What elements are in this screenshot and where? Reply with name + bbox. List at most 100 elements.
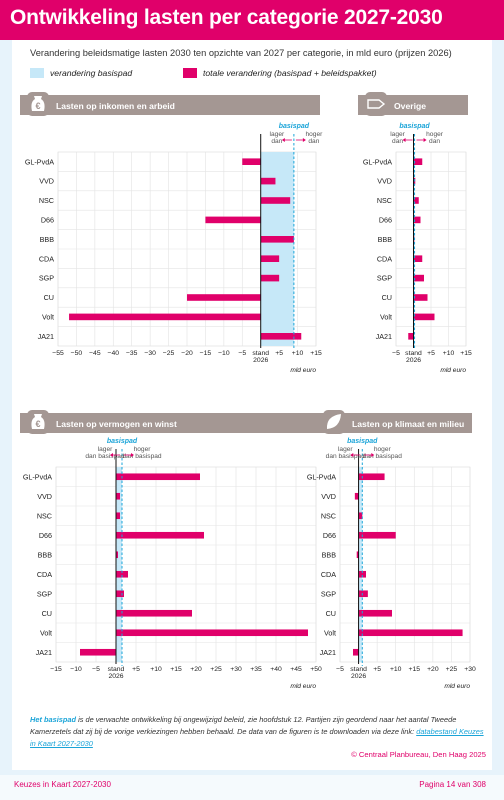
higher-arrowhead [131,453,134,457]
tick-label: −15 [50,666,62,673]
bar [80,648,116,656]
lower-arrowhead [350,453,354,457]
category-label: D66 [41,216,54,225]
bar [358,531,396,539]
higher-label: dan basispad [122,453,162,460]
tick-label: +30 [230,666,242,673]
tick-label: 2026 [351,673,366,680]
bar [205,216,261,224]
category-label: SGP [39,274,54,283]
euro-bag-icon [31,414,45,429]
bar [413,197,419,204]
category-label: SGP [377,274,392,283]
category-label: NSC [321,511,336,520]
bar [260,255,280,262]
category-label: JA21 [36,648,52,657]
bar [413,294,428,301]
bar [413,313,435,321]
lower-arrowhead [281,138,285,142]
basispad-band [116,467,122,662]
tick-label: +5 [132,666,140,673]
tick-label: −20 [181,350,193,357]
category-label: BBB [322,550,337,559]
category-label: NSC [39,196,54,205]
bar [408,333,414,340]
tick-label: −5 [392,350,400,357]
higher-label: hoger [134,446,152,453]
category-label: JA21 [376,332,392,341]
panel-header [20,413,318,433]
legend-label-totaal: totale verandering (basispad + beleidspa… [203,68,377,78]
tick-label: +20 [190,666,202,673]
tick-label: −5 [336,666,344,673]
bar [116,590,124,598]
chart-subtitle: Verandering beleidsmatige lasten 2030 te… [30,48,452,58]
tick-label: stand [350,666,367,673]
bar [116,512,120,520]
tick-label: +45 [290,666,302,673]
tick-label: −35 [126,350,138,357]
bar [354,492,359,500]
tick-label: −5 [92,666,100,673]
category-label: NSC [377,196,392,205]
category-label: CDA [37,570,52,579]
euro-sign: € [35,101,40,111]
panel-header [316,413,472,433]
higher-label: dan [308,138,319,145]
page-title: Ontwikkeling lasten per categorie 2027-2… [10,6,443,29]
higher-label: dan basispad [363,453,403,460]
bar [358,609,392,617]
category-label: CU [382,293,392,302]
basispad-label: basispad [399,123,430,130]
category-label: CDA [39,254,54,263]
title-banner: Ontwikkeling lasten per categorie 2027-2… [0,0,504,40]
tick-label: stand [108,666,125,673]
tick-label: +15 [460,350,472,357]
panel-title: Lasten op inkomen en arbeid [56,101,175,111]
bar [116,531,204,539]
basispad-label: basispad [107,438,138,445]
tick-label: −30 [144,350,156,357]
legend-totaal: totale verandering (basispad + beleidspa… [183,66,377,80]
legend-swatch-totaal [183,68,197,78]
lower-label: dan [271,138,282,145]
tick-label: +5 [275,350,283,357]
category-label: CDA [321,570,336,579]
tick-label: stand [252,350,269,357]
bar [356,551,359,559]
category-label: Volt [324,628,336,637]
tick-label: +5 [373,666,381,673]
category-label: Volt [40,628,52,637]
tick-label: −5 [238,350,246,357]
unit-label: mld euro [444,683,470,690]
tick-label: −40 [108,350,120,357]
tick-label: +10 [150,666,162,673]
tick-label: +50 [310,666,322,673]
bar [358,590,368,598]
category-label: JA21 [38,332,54,341]
category-label: VVD [39,177,54,186]
legend-swatch-basispad [30,68,44,78]
leaf-icon [326,414,341,429]
lower-label: dan basispad [326,453,366,460]
tick-label: stand [405,350,422,357]
tick-label: −50 [71,350,83,357]
higher-label: hoger [426,131,444,138]
footer-page-number: Pagina 14 van 308 [419,780,486,789]
tick-label: −10 [70,666,82,673]
tick-label: −55 [52,350,64,357]
category-label: D66 [39,531,52,540]
basispad-band [358,467,363,662]
tick-label: +40 [270,666,282,673]
category-label: BBB [378,235,393,244]
tick-label: +35 [250,666,262,673]
tag-icon [367,99,386,109]
lower-label: lager [270,131,285,138]
category-label: CDA [377,254,392,263]
category-label: BBB [38,550,53,559]
category-label: GL-PvdA [307,472,336,481]
tick-label: +15 [409,666,421,673]
data-download-link[interactable]: databestand Keuzes in Kaart 2027-2030 [30,727,484,748]
higher-label: dan [429,138,440,145]
